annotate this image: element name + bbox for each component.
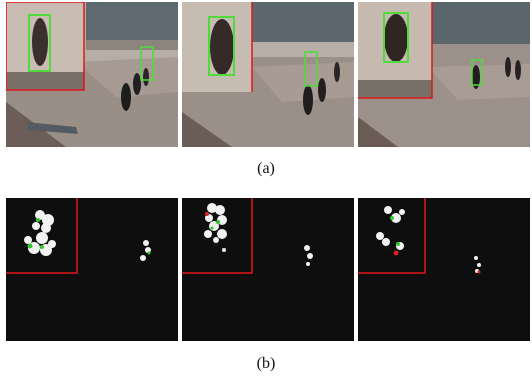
foreground-blob bbox=[204, 203, 313, 266]
feature-point bbox=[27, 218, 151, 255]
tracking-box bbox=[383, 12, 409, 63]
foreground-blob bbox=[376, 206, 481, 273]
mask-image-3 bbox=[358, 198, 530, 341]
feature-point bbox=[205, 212, 209, 216]
zoom-inset-border bbox=[182, 198, 253, 274]
tracking-box bbox=[140, 46, 154, 81]
feature-point bbox=[393, 250, 481, 274]
mask-image-1 bbox=[6, 198, 178, 341]
mask-panel-3 bbox=[358, 198, 530, 341]
mask-image-2 bbox=[182, 198, 354, 341]
frame-panel-2 bbox=[182, 2, 354, 147]
feature-point bbox=[390, 216, 400, 246]
tracking-box bbox=[471, 59, 483, 86]
mask-panel-2 bbox=[182, 198, 354, 341]
frame-panel-1 bbox=[6, 2, 178, 147]
mask-panel-1 bbox=[6, 198, 178, 341]
frame-image-1 bbox=[6, 2, 178, 147]
zoom-inset-border bbox=[358, 198, 426, 274]
zoom-inset-border bbox=[6, 198, 78, 274]
tracking-box bbox=[208, 16, 235, 76]
tracking-box bbox=[304, 51, 318, 87]
caption-a: (a) bbox=[257, 160, 275, 177]
caption-b: (b) bbox=[256, 355, 276, 372]
foreground-blob bbox=[24, 210, 151, 261]
zoom-inset-border bbox=[358, 2, 433, 99]
feature-point bbox=[210, 220, 220, 230]
zoom-inset-border bbox=[6, 2, 85, 91]
frame-image-2 bbox=[182, 2, 354, 147]
frame-image-3 bbox=[358, 2, 530, 147]
tracking-box bbox=[28, 14, 51, 72]
frame-panel-3 bbox=[358, 2, 530, 147]
